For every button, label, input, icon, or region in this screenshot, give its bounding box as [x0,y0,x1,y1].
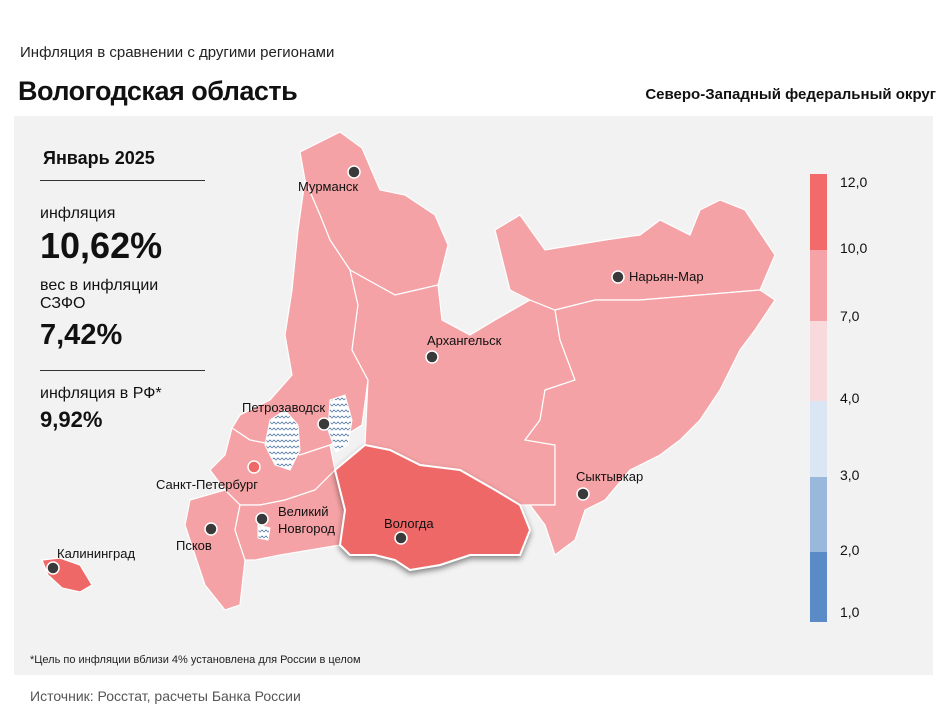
source-note: Источник: Росстат, расчеты Банка России [30,688,301,704]
rf-inflation-label: инфляция в РФ* [40,385,162,402]
city-label-spb: Санкт-Петербург [156,477,258,492]
city-label-naryan-mar: Нарьян-Мар [629,269,704,284]
city-dot-murmansk [347,165,361,179]
legend: 12,0 10,0 7,0 4,0 3,0 2,0 1,0 [810,174,867,622]
rf-inflation-value: 9,92% [40,407,103,432]
legend-swatch-1 [810,174,827,250]
city-dot-naryan-mar [611,270,625,284]
inflation-value: 10,62% [40,225,163,266]
region-pskov [184,489,246,611]
period-label: Январь 2025 [40,148,205,181]
legend-label-3: 4,0 [840,390,860,406]
legend-label-2: 7,0 [840,308,860,324]
district-label: Северо-Западный федеральный округ [645,86,936,103]
legend-swatch-2 [810,250,827,321]
city-label-syktyvkar: Сыктывкар [576,469,643,484]
region-vologda [333,443,532,572]
region-komi [523,289,776,556]
legend-swatch-6 [810,552,827,622]
legend-label-1: 10,0 [840,240,867,256]
region-title: Вологодская область [18,76,298,106]
city-label-arkhangelsk: Архангельск [427,333,502,348]
lake-ilmen [257,524,271,541]
city-dot-vologda [394,531,408,545]
stats-divider [40,370,205,371]
legend-swatch-3 [810,321,827,401]
footnote: *Цель по инфляции вблизи 4% установлена … [30,654,361,666]
city-label-kaliningrad: Калининград [57,546,135,561]
legend-swatch-4 [810,401,827,477]
legend-label-5: 2,0 [840,542,860,558]
legend-label-4: 3,0 [840,467,860,483]
legend-swatch-5 [810,477,827,552]
city-label-pskov: Псков [176,538,212,553]
weight-label: вес в инфляции СЗФО [40,277,159,312]
city-dot-syktyvkar [576,487,590,501]
weight-value: 7,42% [40,319,123,351]
city-label-petrozavodsk: Петрозаводск [242,400,325,415]
inflation-label: инфляция [40,205,116,222]
city-label-velikiy-1: Великий [278,504,329,519]
chart-subtitle: Инфляция в сравнении с другими регионами [20,44,335,61]
city-dot-spb [247,460,261,474]
city-label-velikiy-2: Новгород [278,521,335,536]
city-dot-petrozavodsk [317,417,331,431]
stats-panel: Январь 2025 инфляция 10,62% вес в инфляц… [40,148,205,433]
city-dot-velikiy-novgorod [255,512,269,526]
legend-label-6: 1,0 [840,604,860,620]
city-dot-pskov [204,522,218,536]
city-dot-arkhangelsk [425,350,439,364]
city-label-vologda: Вологда [384,516,434,531]
lake-onega [327,394,353,453]
city-label-murmansk: Мурманск [298,179,358,194]
legend-label-0: 12,0 [840,174,867,190]
lake-ladoga [264,409,301,471]
city-dot-kaliningrad [46,561,60,575]
